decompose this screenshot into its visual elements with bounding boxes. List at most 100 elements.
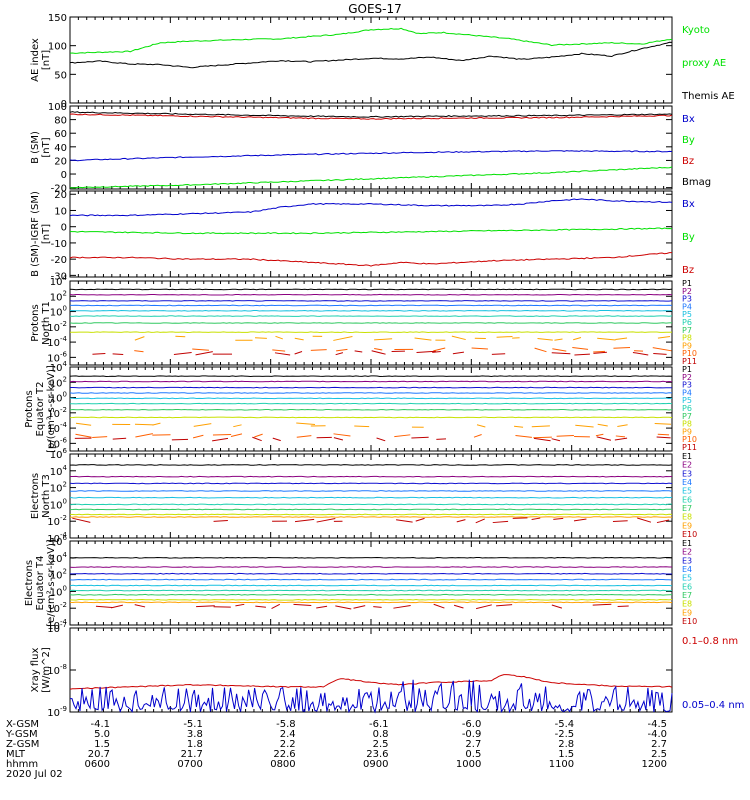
series-line xyxy=(69,601,673,604)
series-segment xyxy=(456,519,466,523)
series-segment xyxy=(112,353,124,356)
series-line xyxy=(69,380,673,383)
series-segment xyxy=(271,603,280,610)
series-segment xyxy=(657,433,670,436)
series-line xyxy=(69,516,673,518)
series-segment xyxy=(252,436,262,442)
y-axis-label: B (SM) xyxy=(30,131,41,164)
series-segment xyxy=(294,518,315,523)
legend-label: E9 xyxy=(682,521,692,530)
y-tick-label: 10-7 xyxy=(47,621,67,635)
series-segment xyxy=(453,604,464,609)
series-segment xyxy=(354,425,370,428)
series-line xyxy=(69,397,673,400)
series-segment xyxy=(496,604,513,607)
legend-label: P8 xyxy=(682,420,692,429)
series-segment xyxy=(72,517,91,523)
y-tick-label: 100 xyxy=(50,497,67,511)
series-line xyxy=(70,572,672,575)
x-row-value: 3.8 xyxy=(187,729,203,740)
legend-label: E10 xyxy=(682,530,697,539)
series-segment xyxy=(335,605,352,610)
y-tick-label: 10-2 xyxy=(47,514,67,528)
legend-label: By xyxy=(682,232,695,243)
series-segment xyxy=(213,520,228,522)
series-line xyxy=(69,584,673,587)
x-row-value: -4.5 xyxy=(647,719,667,730)
series-segment xyxy=(255,605,266,608)
series-segment xyxy=(316,517,336,523)
series-line xyxy=(69,392,673,394)
x-row-value: -6.0 xyxy=(462,719,482,730)
series-segment xyxy=(653,353,667,355)
x-axis-table: X-GSM -4.1 -5.1 -5.8 -6.1 -6.0 -5.4 -4.5 Y-GSM 5.… xyxy=(5,719,667,780)
legend-label: P6 xyxy=(682,404,692,413)
series-segment xyxy=(656,436,671,439)
series-segment xyxy=(615,435,626,438)
y-axis-label: B (SM)-IGRF (SM) xyxy=(30,191,41,277)
legend-label: Bz xyxy=(682,265,694,276)
series-segment xyxy=(552,348,567,352)
x-row-value: 5.0 xyxy=(94,729,110,740)
series-segment xyxy=(415,517,425,522)
series-segment xyxy=(475,518,485,524)
series-segment xyxy=(316,605,328,609)
y-axis-label: AE index xyxy=(30,38,41,82)
series-segment xyxy=(533,436,552,439)
legend-label: P3 xyxy=(682,381,692,390)
y-axis-label: [e/(cm²-s-sr-keV)] xyxy=(46,539,57,627)
series-segment xyxy=(551,604,563,609)
y-tick-label: 102 xyxy=(50,289,67,303)
y-tick-label: 50 xyxy=(54,70,67,81)
y-tick-label: 10-6 xyxy=(47,436,67,450)
series-segment xyxy=(574,353,590,356)
x-row-label: hhmm xyxy=(6,759,38,770)
series-line xyxy=(69,416,673,419)
y-tick-label: 100 xyxy=(48,42,67,53)
series-segment xyxy=(354,350,363,353)
legend-label: P11 xyxy=(682,357,697,366)
y-axis-label: Xray flux xyxy=(30,648,41,693)
legend-label: By xyxy=(682,135,695,146)
x-row-value: 1.5 xyxy=(94,739,110,750)
legend-label: Themis AE xyxy=(681,91,735,102)
series-line xyxy=(69,27,673,54)
series-segment xyxy=(75,422,92,426)
panel-frame xyxy=(69,366,673,452)
x-row-value: 1.8 xyxy=(187,739,203,750)
y-tick-label: -20 xyxy=(51,255,67,266)
legend-label: E10 xyxy=(682,617,697,626)
series-line xyxy=(70,490,673,492)
y-tick-label: 100 xyxy=(50,391,67,405)
series-segment xyxy=(333,437,344,441)
legend-label: P3 xyxy=(682,295,692,304)
y-tick-label: 0 xyxy=(61,170,67,181)
series-segment xyxy=(433,603,445,609)
series-segment xyxy=(534,347,547,353)
legend-label: P11 xyxy=(682,443,697,452)
series-segment xyxy=(656,519,670,524)
x-row-label: Y-GSM xyxy=(5,729,38,740)
series-segment xyxy=(152,422,161,426)
y-tick-label: 10-2 xyxy=(47,601,67,615)
series-line xyxy=(69,589,673,592)
legend-label: Bx xyxy=(682,199,695,210)
series-segment xyxy=(592,603,612,606)
y-tick-label: 106 xyxy=(50,447,68,461)
series-segment xyxy=(134,336,145,341)
legend-label: E7 xyxy=(682,504,692,513)
series-line xyxy=(69,166,673,189)
legend-label: E4 xyxy=(682,565,692,574)
series-segment xyxy=(491,353,506,355)
series-line xyxy=(69,496,673,499)
legend-label: P10 xyxy=(682,349,697,358)
x-row-value: 2.4 xyxy=(280,729,296,740)
series-line xyxy=(70,679,673,714)
y-tick-label: -30 xyxy=(51,271,67,282)
series-line xyxy=(69,482,673,485)
series-segment xyxy=(492,520,509,524)
